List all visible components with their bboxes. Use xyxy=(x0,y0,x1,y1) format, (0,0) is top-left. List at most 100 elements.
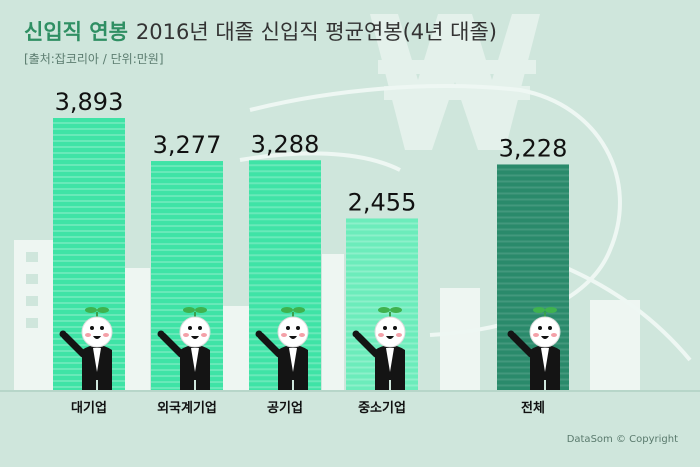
bar-stripe xyxy=(346,294,418,297)
bar-stripe xyxy=(151,237,223,240)
characters-layer xyxy=(59,307,561,390)
bar-stripe xyxy=(346,300,418,303)
category-label-1: 대기업 xyxy=(71,401,107,416)
bar-stripe xyxy=(53,224,125,226)
bar-stripe xyxy=(151,267,223,270)
bar-stripe xyxy=(151,279,223,282)
bar-stripe xyxy=(151,189,223,192)
bar-stripe xyxy=(249,242,321,245)
category-label-2: 외국계기업 xyxy=(157,400,217,416)
bar-stripe xyxy=(151,219,223,222)
bar-stripe xyxy=(497,186,569,189)
copyright-credit: DataSom © Copyright xyxy=(566,434,678,445)
bar-stripe xyxy=(151,273,223,276)
bar-stripe xyxy=(53,236,125,238)
bar-stripe xyxy=(249,218,321,221)
bar-stripe xyxy=(151,345,223,348)
bar-stripe xyxy=(346,270,418,273)
category-label-3: 공기업 xyxy=(267,401,303,416)
bar-stripe xyxy=(151,255,223,258)
bar-stripe xyxy=(151,165,223,168)
bar-stripe xyxy=(151,285,223,288)
bar-stripe xyxy=(53,290,125,292)
bar-stripe xyxy=(497,264,569,267)
bar-stripe xyxy=(53,314,125,316)
bar-stripe xyxy=(346,312,418,315)
bar-stripe xyxy=(151,225,223,228)
bar-stripe xyxy=(151,231,223,234)
bar-stripe xyxy=(151,303,223,306)
bar-stripe xyxy=(53,188,125,190)
bar-stripe xyxy=(249,278,321,281)
bar-stripe xyxy=(497,174,569,177)
bar-stripe xyxy=(53,260,125,262)
bar-stripe xyxy=(346,222,418,225)
bar-stripe xyxy=(346,288,418,291)
bar-stripe xyxy=(249,212,321,215)
bar-stripe xyxy=(151,249,223,252)
chart-title: 신입직 연봉 2016년 대졸 신입직 평균연봉(4년 대졸) xyxy=(24,16,497,46)
bar-stripe xyxy=(497,318,569,321)
bar-stripe xyxy=(497,234,569,237)
bar-stripe xyxy=(497,210,569,213)
mascot-character xyxy=(157,307,211,390)
bar-stripe xyxy=(497,198,569,201)
bar-stripe xyxy=(53,254,125,256)
bar-stripe xyxy=(346,264,418,267)
bar-stripe xyxy=(249,200,321,203)
bar-stripe xyxy=(346,246,418,249)
bar-stripe xyxy=(249,254,321,257)
bar-stripe xyxy=(151,177,223,180)
bar-stripe xyxy=(151,207,223,210)
bar-stripe xyxy=(497,342,569,345)
mascot-character xyxy=(59,307,113,390)
bar-stripe xyxy=(497,306,569,309)
bar-stripe xyxy=(151,315,223,318)
bar-stripe xyxy=(497,300,569,303)
bar-stripe xyxy=(53,200,125,202)
category-label-4: 중소기업 xyxy=(358,401,406,416)
bar-stripe xyxy=(346,228,418,231)
mascot-character xyxy=(255,307,309,390)
bar-stripe xyxy=(497,240,569,243)
bar-stripe xyxy=(346,252,418,255)
bar-stripe xyxy=(53,242,125,244)
source-note: [출처:잡코리아 / 단위:만원] xyxy=(24,52,164,66)
bar-stripe xyxy=(497,228,569,231)
bar-stripe xyxy=(53,278,125,280)
bar-stripe xyxy=(497,204,569,207)
bar-stripe xyxy=(53,176,125,178)
bar-stripe xyxy=(151,201,223,204)
bar-stripe xyxy=(151,171,223,174)
bar-stripe xyxy=(53,134,125,136)
bar-stripe xyxy=(53,284,125,286)
bar-stripe xyxy=(497,180,569,183)
mascot-character xyxy=(507,307,561,390)
bar-stripe xyxy=(53,218,125,220)
bar-stripe xyxy=(53,230,125,232)
category-label-5: 전체 xyxy=(521,400,545,416)
bar-stripe xyxy=(249,296,321,299)
bar-stripe xyxy=(249,176,321,179)
bar-stripe xyxy=(497,216,569,219)
bar-stripe xyxy=(249,272,321,275)
bar-stripe xyxy=(53,122,125,124)
bar-stripe xyxy=(497,222,569,225)
bar-stripe xyxy=(497,288,569,291)
bar-stripe xyxy=(346,234,418,237)
bar-stripe xyxy=(497,270,569,273)
title-highlight: 신입직 연봉 xyxy=(24,20,128,44)
bar-stripe xyxy=(151,261,223,264)
bar-stripe xyxy=(151,213,223,216)
header: 신입직 연봉 2016년 대졸 신입직 평균연봉(4년 대졸) [출처:잡코리아 … xyxy=(24,16,497,67)
bar-stripe xyxy=(53,206,125,208)
value-label-2: 3,277 xyxy=(153,131,222,159)
bar-stripe xyxy=(53,272,125,274)
bar-stripe xyxy=(497,276,569,279)
bar-stripe xyxy=(151,195,223,198)
bar-stripe xyxy=(249,170,321,173)
bar-stripe xyxy=(53,146,125,148)
mascot-character xyxy=(352,307,406,390)
